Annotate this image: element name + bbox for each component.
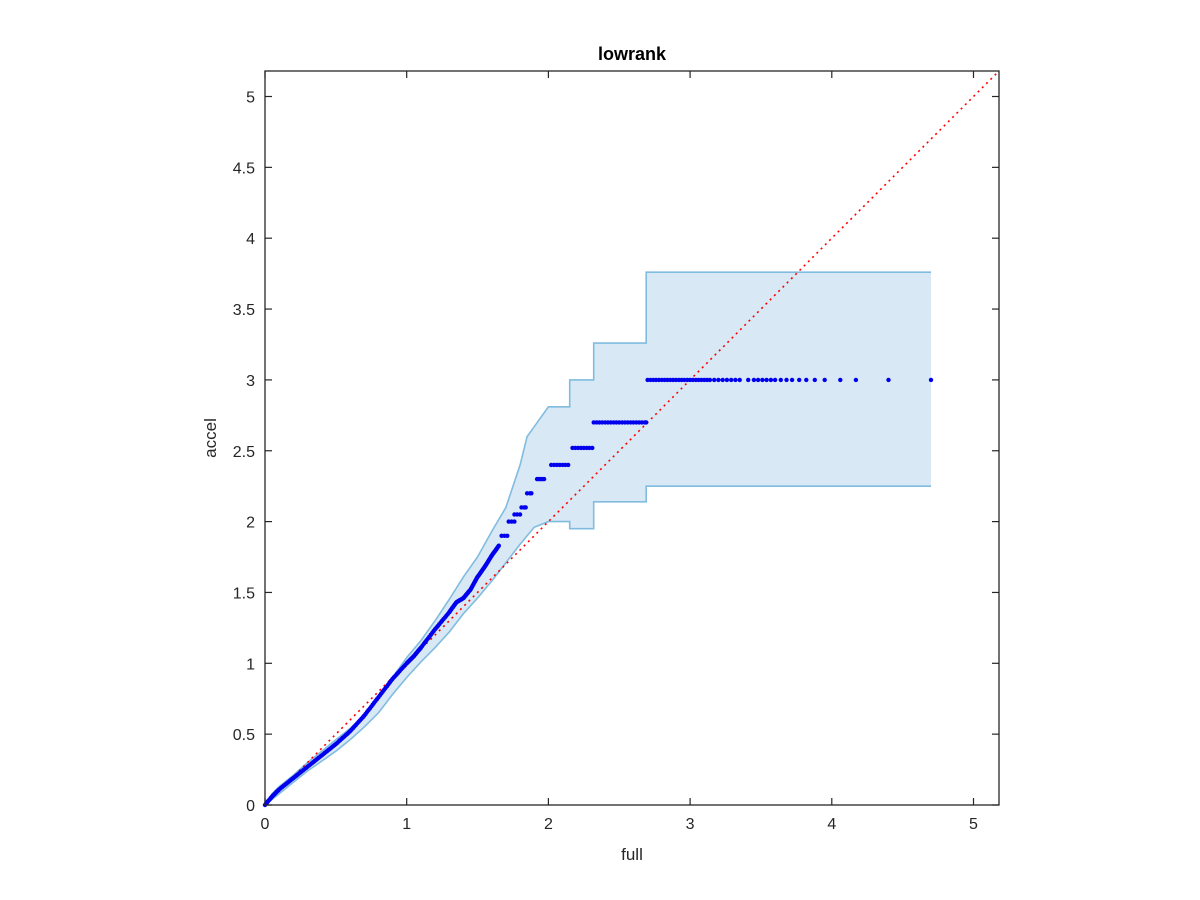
plot-area: 0 1 2 3 4 5 0 0.5 1 1.5 2 2.5 3 3.5 4 4.5 5 xyxy=(233,70,1000,833)
data-point xyxy=(512,519,517,524)
data-point xyxy=(566,462,571,468)
data-point xyxy=(746,377,751,383)
reference-diagonal-line xyxy=(264,70,1000,806)
data-point xyxy=(784,377,789,383)
data-point xyxy=(772,377,778,383)
y-tick-label: 2.5 xyxy=(233,444,255,461)
x-tick-label: 0 xyxy=(261,816,270,833)
data-point xyxy=(838,377,843,383)
x-tick-label: 4 xyxy=(827,816,836,833)
axes-frame xyxy=(264,70,1000,806)
data-point xyxy=(812,377,817,383)
y-tick-label: 2 xyxy=(246,515,255,532)
x-axis-label: full xyxy=(621,845,643,864)
confidence-band-lower-edge xyxy=(264,485,931,806)
confidence-band-upper-edge xyxy=(264,271,931,806)
data-point xyxy=(733,377,738,383)
data-point xyxy=(768,377,774,383)
data-point xyxy=(712,377,717,383)
data-point xyxy=(541,476,547,482)
y-tick-label: 4.5 xyxy=(233,160,255,177)
y-tick-label: 3.5 xyxy=(233,302,255,319)
x-tick-label: 1 xyxy=(402,816,411,833)
confidence-band-fill xyxy=(265,272,931,805)
y-tick-label: 1 xyxy=(246,656,255,673)
data-point xyxy=(778,377,783,383)
data-point xyxy=(797,377,802,383)
y-tick-label: 1.5 xyxy=(233,585,255,602)
y-tick-label: 0 xyxy=(246,798,255,815)
y-tick-label: 4 xyxy=(246,231,255,248)
x-tick-label: 2 xyxy=(544,816,553,833)
data-point xyxy=(716,377,721,383)
y-axis-label: accel xyxy=(201,418,220,458)
data-point xyxy=(760,377,765,383)
data-point xyxy=(707,377,713,383)
data-point xyxy=(928,377,934,383)
data-point xyxy=(804,377,809,383)
data-point xyxy=(724,377,730,383)
data-point xyxy=(755,377,761,383)
data-point xyxy=(529,491,534,496)
data-point xyxy=(720,377,725,383)
data-point xyxy=(751,377,757,383)
data-point xyxy=(517,512,523,517)
data-point xyxy=(496,543,501,548)
data-point xyxy=(523,505,528,510)
data-point xyxy=(764,377,769,383)
chart-title: lowrank xyxy=(598,44,667,64)
data-point xyxy=(505,533,510,538)
data-point xyxy=(822,377,827,383)
x-tick-label: 3 xyxy=(686,816,695,833)
y-tick-label: 5 xyxy=(246,90,255,107)
data-point xyxy=(886,377,891,383)
data-point xyxy=(789,377,795,383)
x-tick-label: 5 xyxy=(969,816,978,833)
data-point xyxy=(644,420,649,425)
y-tick-label: 3 xyxy=(246,373,255,390)
data-point xyxy=(729,377,734,383)
data-point xyxy=(737,377,742,383)
data-point xyxy=(590,445,595,451)
y-tick-label: 0.5 xyxy=(233,727,255,744)
data-point xyxy=(853,377,859,383)
